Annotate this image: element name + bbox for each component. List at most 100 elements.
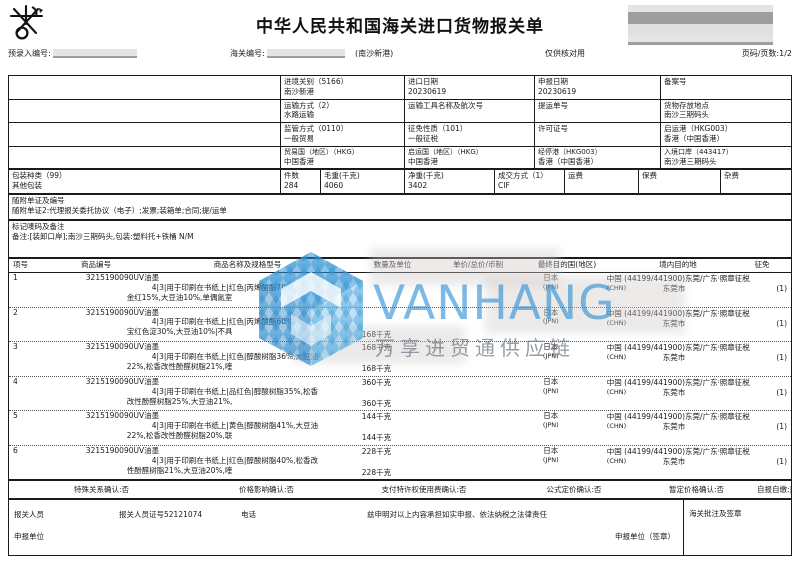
unit-seal-label: 申报单位（签章） (615, 532, 675, 541)
row-price (429, 273, 495, 307)
row-price (429, 446, 495, 481)
row-no: 5 (13, 411, 18, 421)
declaration-unit-cell (9, 146, 281, 170)
pre-entry-number-redacted (52, 49, 137, 58)
declarant-cert-number: 报关人员证号52121074 (119, 510, 203, 519)
row-inner-destination: 中国 (44199/441900)东莞/广东省 (CHN) 东莞市 (606, 377, 719, 397)
row-destination: 日本 (JPN) (542, 445, 559, 464)
declarant-section: 报关人员 申报单位 报关人员证号52121074 电话 兹申明对以上内容承担如实… (9, 500, 684, 555)
legal-statement: 兹申明对以上内容承担如实申报、依法纳税之法律责任 (367, 510, 547, 519)
row-spec-1: 4|3|用于印刷在书纸上|红色|醇酸树脂40%,松香改 (151, 455, 318, 465)
shipment-country-cell: 启运国（地区）（HKG） 中国香港 (405, 146, 535, 170)
transit-port-cell: 经停港（HKG003） 香港（中国香港） (535, 146, 661, 170)
row-code-name: 3215190090UV油墨 (85, 411, 160, 421)
col-header-name: 商品名称及规格型号 (213, 260, 282, 269)
supervision-mode-cell: 监管方式（0110） 一般贸易 (281, 123, 405, 146)
insurance-cell: 保费 (639, 170, 721, 193)
row-spec-1: 4|3|用于印刷在书纸上|红色|丙烯酸酯70%, (151, 282, 296, 292)
reference-note: 仅供核对用 (545, 49, 585, 58)
row-no: 1 (13, 273, 18, 282)
row-inner-destination: 中国 (44199/441900)东莞/广东省 (CHN) 东莞市 (606, 343, 719, 363)
row-spec-2: 22%,松香改性酚醛树脂20%,联 (126, 431, 233, 441)
entry-customs-cell: 进境关别（5166） 南沙新港 (281, 76, 405, 99)
col-header-levy: 征免 (754, 260, 770, 269)
attachments-block: 随附单证及编号 随附单证2:代理报关委托协议（电子）;发票;装箱单;合同;提/运… (8, 194, 792, 220)
row-goods-desc: 3215190090UV油墨 4|3|用于印刷在书纸上|红色|醇酸树脂40%,松… (21, 446, 324, 481)
row-destination: 日本 (JPN) (542, 273, 559, 291)
row-code-name: 3215190090UV油墨 (85, 307, 160, 317)
row-destination: 日本 (JPN) (542, 411, 559, 430)
info-row-3: 监管方式（0110） 一般贸易 征免性质（101） 一般征税 许可证号 启运港（… (9, 123, 791, 147)
row-destination: 日本 (JPN) (542, 342, 559, 361)
row-code-name: 3215190090UV油墨 (85, 445, 160, 455)
packing-row: 包装种类（99） 其他包装 件数 284 毛重(千克) 4060 净重(千克) … (8, 169, 792, 194)
consignee-cell (9, 76, 281, 99)
page-number: 页码/页数:1/2 (741, 49, 792, 58)
col-header-qty: 数量及单位 (373, 260, 412, 269)
royalty-payment-confirm: 支付特许权使用费确认:否 (381, 484, 467, 494)
row-inner-destination: 中国 (44199/441900)东莞/广东省 (CHN) 东莞市 (606, 274, 719, 293)
provisional-price-confirm: 暂定价格确认:否 (668, 484, 725, 494)
row-spec-2: 性酚醛树脂21%,大豆油20%,喹 (126, 465, 233, 475)
col-header-price: 单价/总价/币制 (452, 260, 504, 269)
row-price (429, 342, 495, 376)
row-spec-2: 金红15%,大豆油10%,单偶氮室 (126, 292, 233, 302)
goods-table: 项号 商品编号 商品名称及规格型号 数量及单位 单价/总价/币制 最终目的国(地… (8, 258, 792, 480)
row-inner-destination: 中国 (44199/441900)东莞/广东省 (CHN) 东莞市 (606, 308, 719, 328)
row-levy: 照章征税 (1) (719, 446, 787, 466)
row-spec-1: 4|3|用于印刷在书纸上|黄色|醇酸树脂41%,大豆油 (151, 421, 318, 431)
packing-type-cell: 包装种类（99） 其他包装 (9, 170, 281, 193)
customs-number-field: 海关编号: (230, 48, 345, 59)
transport-mode-cell: 运输方式（2） 水路运输 (281, 99, 405, 122)
row-levy: 照章征税 (1) (719, 377, 787, 397)
customs-endorsement: 海关批注及签章 (689, 509, 742, 518)
col-header-no: 项号 (13, 260, 28, 269)
row-spec-2: 改性酚醛树脂25%,大豆油21%, (126, 396, 233, 406)
row-code-name: 3215190090UV油墨 (85, 376, 160, 386)
row-goods-desc: 3215190090UV油墨 4|3|用于印刷在书纸上|红色|丙烯酸酯70%, … (21, 273, 324, 307)
table-row: 6 3215190090UV油墨 4|3|用于印刷在书纸上|红色|醇酸树脂40%… (9, 446, 791, 481)
redacted-header-block (628, 5, 773, 45)
vessel-voyage-cell: 运输工具名称及航次号 (405, 99, 535, 122)
row-spec-1: 4|3|用于印刷在书纸上|品红色|醇酸树脂35%,松香 (151, 386, 318, 396)
col-header-dest: 最终目的国(地区) (537, 260, 597, 269)
row-code-name: 3215190090UV油墨 (85, 273, 160, 282)
row-inner-destination: 中国 (44199/441900)东莞/广东省 (CHN) 东莞市 (606, 412, 719, 432)
row-goods-desc: 3215190090UV油墨 4|3|用于印刷在书纸上|黄色|醇酸树脂41%,大… (21, 411, 324, 445)
goods-table-header: 项号 商品编号 商品名称及规格型号 数量及单位 单价/总价/币制 最终目的国(地… (9, 259, 791, 273)
declaration-unit-label: 申报单位 (14, 532, 44, 541)
special-relation-confirm: 特殊关系确认:否 (73, 484, 130, 494)
trade-country-cell: 贸易国（地区）（HKG） 中国香港 (281, 146, 405, 170)
row-goods-desc: 3215190090UV油墨 4|3|用于印刷在书纸上|品红色|醇酸树脂35%,… (21, 377, 324, 411)
bill-of-lading-cell: 提运单号 (535, 99, 661, 122)
row-no: 4 (13, 376, 18, 386)
phone-label: 电话 (241, 510, 256, 519)
goods-location-cell: 货物存放地点 南沙三期码头 (664, 100, 709, 120)
row-spec-1: 4|3|用于印刷在书纸上|红色|丙烯酸酯60%, (151, 317, 296, 327)
table-row: 4 3215190090UV油墨 4|3|用于印刷在书纸上|品红色|醇酸树脂35… (9, 377, 791, 412)
info-row-1: 进境关别（5166） 南沙新港 进口日期 20230619 申报日期 20230… (9, 76, 791, 100)
declaration-date-cell: 申报日期 20230619 (535, 76, 661, 99)
table-row: 2 3215190090UV油墨 4|3|用于印刷在书纸上|红色|丙烯酸酯60%… (9, 308, 791, 343)
row-no: 3 (13, 342, 18, 352)
row-goods-desc: 3215190090UV油墨 4|3|用于印刷在书纸上|红色|丙烯酸酯60%, … (21, 308, 324, 342)
row-levy: 照章征税 (1) (719, 412, 787, 432)
row-spec-1: 4|3|用于印刷在书纸上|红色|醇酸树脂36%,大豆油 (151, 352, 318, 362)
trade-terms-cell: 成交方式（1） CIF (495, 170, 565, 193)
row-destination: 日本 (JPN) (542, 376, 559, 395)
remarks-cell: 标记唛码及备注 备注:[装卸口岸];南沙三期码头,包装:塑料托+铁桶 N/M (12, 222, 194, 241)
row-price (429, 377, 495, 411)
record-number-cell: 备案号 (664, 77, 687, 86)
customs-number-redacted (266, 49, 345, 58)
entry-port-cell: 入境口岸（443417） 南沙港三期码头 (664, 147, 733, 166)
pre-entry-number-field: 预录入编号: (8, 48, 137, 59)
info-row-2: 运输方式（2） 水路运输 运输工具名称及航次号 提运单号 货物存放地点 南沙三期… (9, 99, 791, 123)
page-title: 中华人民共和国海关进口货物报关单 (256, 17, 544, 37)
self-declaration-confirm: 自报自缴:是 (757, 484, 791, 494)
departure-port-cell: 启运港（HKG003） 香港（中国香港） (664, 124, 733, 143)
row-levy: 照章征税 (1) (719, 308, 787, 328)
gross-weight-cell: 毛重(千克) 4060 (321, 170, 405, 193)
row-spec-2: 22%,松香改性酚醛树脂21%,喹 (126, 361, 233, 371)
row-code-name: 3215190090UV油墨 (85, 342, 160, 352)
port-note: (南沙新港) (355, 49, 394, 58)
